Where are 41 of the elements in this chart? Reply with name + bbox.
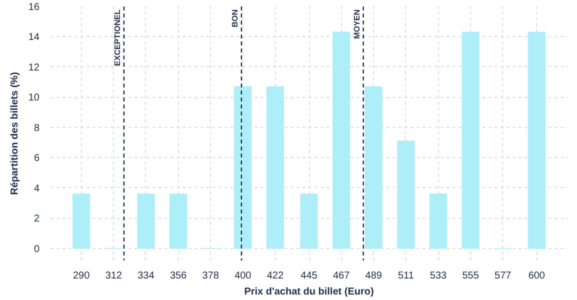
x-tick-label: 467 (332, 270, 350, 282)
x-tick-label: 422 (266, 270, 284, 282)
bar (169, 194, 188, 249)
bar (72, 194, 90, 249)
x-tick-label: 511 (398, 270, 414, 282)
x-tick-label: 600 (528, 270, 546, 282)
x-tick-label: 577 (494, 270, 512, 282)
y-axis-title: Répartition des billets (%) (9, 72, 20, 195)
x-tick-label: 489 (365, 270, 382, 282)
y-tick-label: 6 (34, 153, 40, 164)
bar (332, 32, 350, 249)
x-axis-title: Prix d'achat du billet (Euro) (244, 286, 374, 298)
x-tick-label: 356 (170, 270, 188, 282)
y-tick-label: 10 (28, 92, 40, 104)
ref-line-label: EXCEPTIONEL (112, 9, 122, 66)
x-tick-label: 378 (202, 270, 220, 282)
x-tick-label: 334 (138, 270, 155, 282)
y-tick-label: 8 (34, 122, 40, 134)
bar (234, 86, 252, 249)
bar (300, 194, 318, 249)
bar (462, 32, 480, 249)
y-tick-label: 2 (34, 214, 40, 225)
x-tick-label: 312 (105, 270, 122, 282)
x-tick-label: 555 (462, 270, 480, 282)
x-tick-label: 445 (300, 270, 318, 282)
bar (266, 86, 284, 249)
x-tick-label: 400 (234, 270, 252, 282)
bar (528, 32, 546, 249)
y-tick-label: 16 (28, 2, 40, 13)
bar (397, 140, 415, 249)
x-tick-label: 533 (430, 270, 448, 282)
ref-line-label: BON (230, 9, 240, 28)
y-tick-label: 4 (34, 183, 40, 194)
y-tick-label: 12 (28, 62, 40, 74)
bar (364, 86, 382, 249)
bar (429, 194, 448, 249)
bar (137, 194, 155, 249)
ref-line-label: MOYEN (352, 9, 362, 39)
y-tick-label: 14 (28, 32, 40, 44)
y-tick-label: 0 (34, 244, 40, 255)
x-tick-label: 290 (73, 270, 90, 282)
